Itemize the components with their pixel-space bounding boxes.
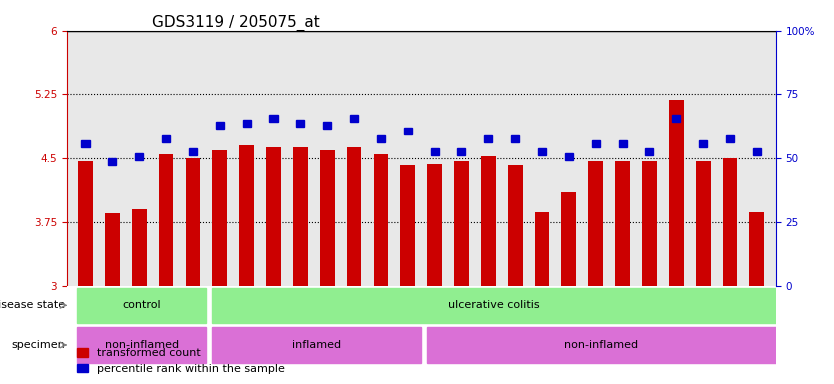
Bar [162, 135, 170, 142]
Bar [269, 115, 278, 122]
Bar [213, 150, 227, 286]
Bar [753, 148, 761, 155]
Bar [188, 148, 197, 155]
Bar [132, 209, 147, 286]
Bar [615, 161, 630, 286]
Bar [588, 161, 603, 286]
Bar [108, 158, 117, 165]
Bar [454, 161, 469, 286]
Text: disease state: disease state [0, 300, 65, 310]
Bar [293, 147, 308, 286]
Bar [400, 165, 415, 286]
Bar [508, 165, 523, 286]
Bar [78, 161, 93, 286]
Bar [185, 158, 200, 286]
Bar [158, 154, 173, 286]
Legend: transformed count, percentile rank within the sample: transformed count, percentile rank withi… [73, 344, 289, 379]
Bar [350, 115, 358, 122]
Bar [535, 212, 550, 286]
Bar [78, 327, 206, 363]
Bar [296, 120, 304, 127]
Text: control: control [123, 300, 161, 310]
Bar [750, 212, 764, 286]
Bar [82, 140, 89, 147]
Bar [243, 120, 251, 127]
Bar [642, 161, 657, 286]
Bar [323, 122, 331, 129]
Text: non-inflamed: non-inflamed [564, 340, 638, 350]
Bar [619, 140, 626, 147]
Bar [696, 161, 711, 286]
Text: ulcerative colitis: ulcerative colitis [448, 300, 540, 310]
Bar [430, 148, 439, 155]
Bar [699, 140, 707, 147]
Bar [78, 288, 206, 323]
Bar [561, 192, 576, 286]
Bar [726, 135, 734, 142]
Bar [216, 122, 224, 129]
Bar [669, 100, 684, 286]
Bar [374, 154, 389, 286]
Bar [239, 146, 254, 286]
Bar [404, 127, 412, 134]
Bar [485, 135, 492, 142]
Bar [347, 147, 361, 286]
Bar [672, 115, 681, 122]
Text: inflamed: inflamed [292, 340, 341, 350]
Bar [266, 147, 281, 286]
Bar [565, 153, 573, 160]
Text: non-inflamed: non-inflamed [105, 340, 179, 350]
Bar [427, 164, 442, 286]
Text: specimen: specimen [12, 340, 65, 350]
Bar [538, 148, 546, 155]
Bar [105, 214, 120, 286]
Bar [135, 153, 143, 160]
Bar [457, 148, 465, 155]
Bar [212, 288, 776, 323]
Bar [591, 140, 600, 147]
Bar [426, 327, 776, 363]
Text: GDS3119 / 205075_at: GDS3119 / 205075_at [152, 15, 319, 31]
Bar [212, 327, 421, 363]
Bar [481, 156, 495, 286]
Bar [377, 135, 385, 142]
Bar [646, 148, 654, 155]
Bar [722, 158, 737, 286]
Bar [511, 135, 520, 142]
Bar [319, 150, 334, 286]
